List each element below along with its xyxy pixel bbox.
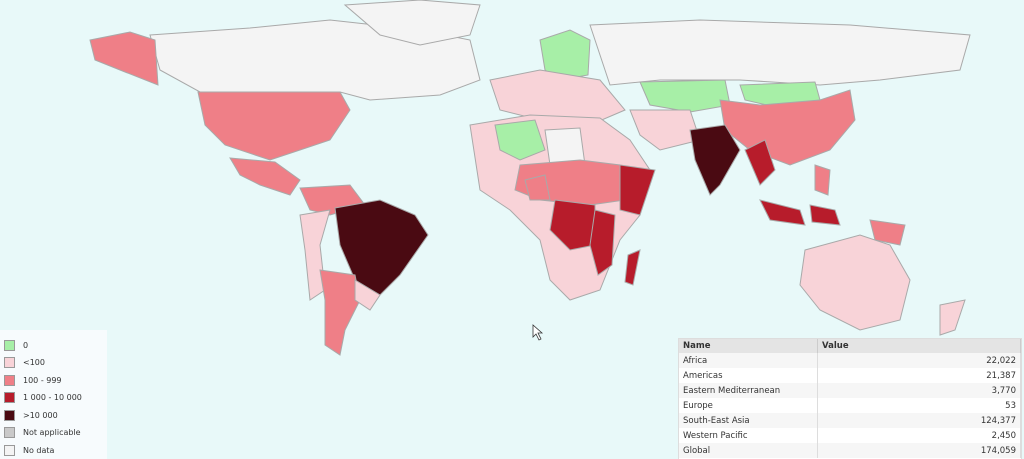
name-cell: South-East Asia <box>679 413 818 428</box>
legend-swatch <box>4 444 15 456</box>
country <box>544 127 586 166</box>
legend: 0 <100 100 - 999 1 000 - 10 000 >10 000 Not a… <box>0 330 107 459</box>
value-cell: 3,770 <box>817 383 1021 398</box>
country <box>539 29 591 81</box>
country <box>689 124 741 196</box>
country <box>624 249 641 286</box>
legend-label: Not applicable <box>23 428 81 437</box>
country <box>589 19 971 86</box>
value-cell: 124,377 <box>817 413 1021 428</box>
value-cell: 174,059 <box>817 443 1021 458</box>
country <box>343 0 481 46</box>
legend-swatch <box>4 374 15 386</box>
table-row: Eastern Mediterranean 3,770 <box>679 383 1021 398</box>
country <box>869 219 906 246</box>
table-row: Europe 53 <box>679 398 1021 413</box>
table-body: Africa 22,022 Americas 21,387 Eastern Medite… <box>679 353 1021 458</box>
region-table: Name Value Africa 22,022 Americas 21,387 East… <box>678 338 1022 459</box>
legend-swatch <box>4 357 15 368</box>
table-row: Americas 21,387 <box>679 368 1021 383</box>
country <box>229 157 301 196</box>
country <box>89 31 159 86</box>
country <box>639 79 731 113</box>
name-cell: Africa <box>679 353 818 368</box>
value-cell: 2,450 <box>817 428 1021 443</box>
country <box>319 269 361 356</box>
legend-swatch <box>4 427 15 438</box>
country <box>799 234 911 331</box>
name-cell: Western Pacific <box>679 428 818 443</box>
legend-item: No data <box>4 443 54 457</box>
country <box>334 199 429 296</box>
legend-swatch <box>4 409 15 421</box>
legend-label: 0 <box>23 340 29 350</box>
country <box>629 109 701 151</box>
name-cell: Global <box>679 443 818 458</box>
country <box>939 299 966 336</box>
legend-item: Not applicable <box>4 426 81 440</box>
country <box>354 279 381 311</box>
country <box>524 174 551 201</box>
value-cell: 22,022 <box>817 353 1021 368</box>
country <box>619 164 656 216</box>
legend-label: >10 000 <box>23 410 58 420</box>
country <box>149 19 481 101</box>
table-row: Western Pacific 2,450 <box>679 428 1021 443</box>
legend-swatch <box>4 339 15 351</box>
table-row: Africa 22,022 <box>679 353 1021 368</box>
country <box>814 164 831 196</box>
legend-item: >10 000 <box>4 408 58 422</box>
table-row: South-East Asia 124,377 <box>679 413 1021 428</box>
country <box>494 119 546 161</box>
country <box>197 91 351 161</box>
country <box>744 139 776 186</box>
table: Name Value Africa 22,022 Americas 21,387 East… <box>679 339 1021 458</box>
name-cell: Eastern Mediterranean <box>679 383 818 398</box>
legend-item: <100 <box>4 356 45 370</box>
country <box>759 199 806 226</box>
value-cell: 21,387 <box>817 368 1021 383</box>
legend-item: 1 000 - 10 000 <box>4 391 82 405</box>
legend-label: No data <box>23 445 55 455</box>
value-cell: 53 <box>817 398 1021 413</box>
cursor <box>532 324 544 341</box>
legend-item: 100 - 999 <box>4 373 62 387</box>
column-header: Value <box>817 339 1021 353</box>
legend-label: 1 000 - 10 000 <box>23 393 82 402</box>
country <box>489 69 626 126</box>
table-header: Name Value <box>679 339 1021 353</box>
legend-item: 0 <box>4 338 28 352</box>
country <box>549 199 596 251</box>
legend-label: 100 - 999 <box>23 375 62 385</box>
table-row: Global 174,059 <box>679 443 1021 458</box>
name-cell: Americas <box>679 368 818 383</box>
column-header: Name <box>679 339 818 353</box>
legend-label: <100 <box>23 358 45 367</box>
legend-swatch <box>4 392 15 403</box>
country <box>589 209 616 276</box>
country <box>809 204 841 226</box>
name-cell: Europe <box>679 398 818 413</box>
